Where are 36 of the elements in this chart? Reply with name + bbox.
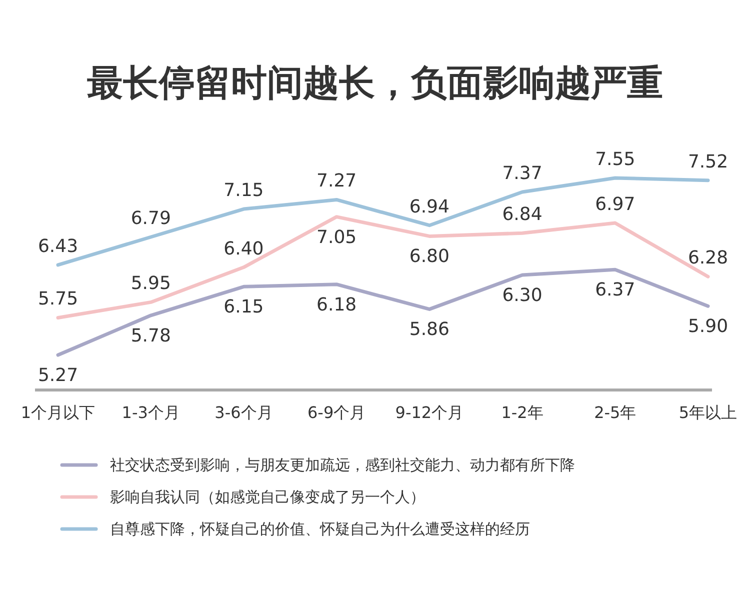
data-label: 6.80 [409,246,450,268]
data-label: 6.30 [502,285,542,306]
data-label: 5.86 [409,319,450,340]
legend-label: 社交状态受到影响，与朋友更加疏远，感到社交能力、动力都有所下降 [110,456,575,474]
x-tick-label: 1-3个月 [122,403,180,422]
data-label: 7.15 [224,180,264,202]
data-label: 7.05 [316,226,357,248]
data-label: 6.43 [38,236,78,257]
data-label: 6.79 [130,208,171,229]
data-label: 6.84 [502,204,542,226]
legend-label: 影响自我认同（如感觉自己像变成了另一个人） [110,488,425,506]
x-tick-label: 3-6个月 [214,403,273,422]
data-label: 7.55 [595,149,636,170]
data-label: 7.37 [502,162,542,184]
legend-label: 自尊感下降，怀疑自己的价值、怀疑自己为什么遭受这样的经历 [110,520,530,538]
x-tick-label: 2-5年 [594,403,636,422]
data-label: 5.90 [688,316,728,338]
data-label: 7.52 [688,151,728,172]
chart-title: 最长停留时间越长，负面影响越严重 [87,63,663,104]
data-label: 7.27 [316,170,357,192]
data-label: 5.75 [38,288,78,310]
x-tick-label: 1-2年 [501,403,544,422]
data-label: 5.95 [130,273,171,294]
x-tick-label: 6-9个月 [308,403,366,422]
data-label: 5.27 [38,365,78,386]
data-label: 6.18 [316,294,357,316]
x-tick-label: 9-12个月 [395,403,464,422]
data-label: 6.40 [224,238,264,260]
data-label: 6.15 [224,296,264,318]
data-label: 6.94 [409,196,450,218]
data-label: 5.78 [130,325,171,346]
data-label: 6.28 [688,248,728,269]
data-label: 6.97 [595,194,636,216]
data-label: 6.37 [595,280,636,301]
x-tick-label: 5年以上 [678,403,738,422]
x-tick-label: 1个月以下 [20,403,96,422]
